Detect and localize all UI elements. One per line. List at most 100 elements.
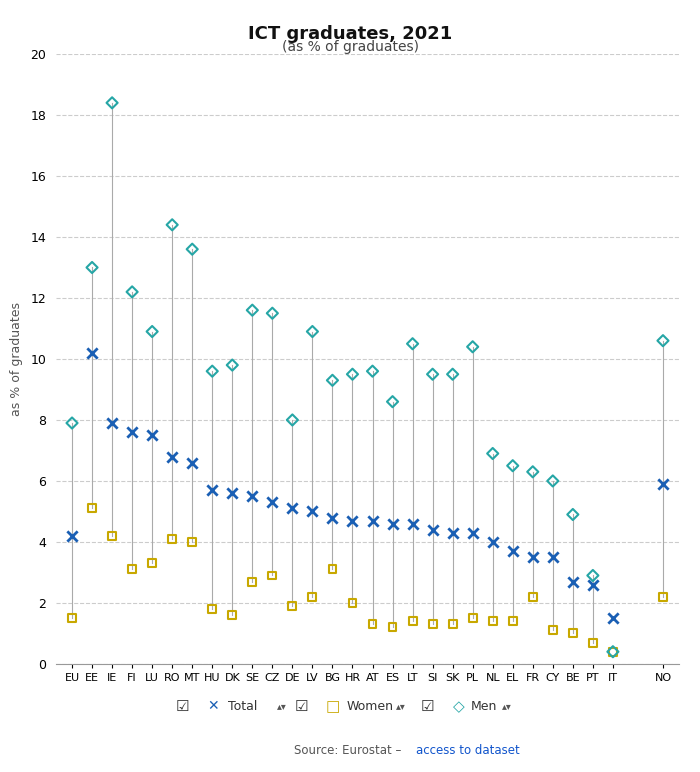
- Point: [587, 636, 598, 648]
- Point: [347, 514, 358, 527]
- Point: [487, 615, 498, 628]
- Point: [507, 615, 518, 628]
- Point: [106, 530, 118, 542]
- Text: ▴▾: ▴▾: [395, 702, 405, 711]
- Point: [487, 447, 498, 459]
- Point: [167, 450, 178, 462]
- Point: [246, 490, 258, 503]
- Point: [347, 597, 358, 609]
- Text: ◇: ◇: [453, 699, 464, 714]
- Point: [167, 533, 178, 545]
- Text: Total: Total: [228, 700, 257, 713]
- Point: [267, 496, 278, 509]
- Point: [567, 627, 578, 639]
- Point: [467, 340, 478, 353]
- Point: [287, 414, 298, 426]
- Point: [427, 618, 438, 631]
- Point: [427, 368, 438, 381]
- Point: [547, 625, 559, 637]
- Y-axis label: as % of graduates: as % of graduates: [10, 302, 24, 416]
- Text: Men: Men: [471, 700, 498, 713]
- Point: [447, 368, 458, 381]
- Text: ✕: ✕: [208, 699, 219, 713]
- Point: [307, 505, 318, 517]
- Point: [246, 575, 258, 587]
- Point: [507, 545, 518, 557]
- Point: [106, 96, 118, 109]
- Point: [227, 359, 238, 371]
- Text: ☑: ☑: [175, 699, 189, 714]
- Point: [567, 508, 578, 520]
- Point: [106, 417, 118, 429]
- Point: [287, 503, 298, 515]
- Point: [307, 591, 318, 603]
- Point: [367, 514, 378, 527]
- Text: ICT graduates, 2021: ICT graduates, 2021: [248, 25, 452, 42]
- Text: ▴▾: ▴▾: [502, 702, 512, 711]
- Point: [527, 466, 538, 478]
- Point: [87, 261, 98, 273]
- Point: [427, 523, 438, 536]
- Point: [447, 527, 458, 539]
- Point: [66, 612, 78, 625]
- Point: [487, 536, 498, 548]
- Point: [267, 569, 278, 581]
- Point: [87, 347, 98, 359]
- Point: [347, 368, 358, 381]
- Text: ☑: ☑: [420, 699, 434, 714]
- Point: [407, 517, 418, 530]
- Point: [267, 307, 278, 320]
- Point: [547, 551, 559, 564]
- Point: [206, 484, 218, 496]
- Point: [608, 645, 619, 658]
- Point: [66, 417, 78, 429]
- Text: Source: Eurostat –: Source: Eurostat –: [295, 744, 405, 757]
- Point: [146, 429, 158, 442]
- Point: [327, 564, 338, 576]
- Point: [327, 511, 338, 523]
- Point: [387, 395, 398, 408]
- Point: [447, 618, 458, 631]
- Point: [657, 591, 668, 603]
- Point: [127, 564, 138, 576]
- Point: [167, 218, 178, 231]
- Point: [608, 645, 619, 658]
- Point: [567, 575, 578, 587]
- Text: ▴▾: ▴▾: [276, 702, 286, 711]
- Point: [287, 600, 298, 612]
- Point: [66, 530, 78, 542]
- Point: [206, 365, 218, 378]
- Point: [246, 304, 258, 317]
- Point: [387, 621, 398, 634]
- Point: [146, 325, 158, 337]
- Text: ☑: ☑: [294, 699, 308, 714]
- Point: [87, 503, 98, 515]
- Point: [187, 456, 198, 469]
- Point: [327, 374, 338, 387]
- Text: □: □: [326, 699, 340, 714]
- Point: [467, 527, 478, 539]
- Point: [608, 612, 619, 625]
- Point: [407, 615, 418, 628]
- Point: [527, 551, 538, 564]
- Point: [587, 578, 598, 591]
- Point: [657, 334, 668, 347]
- Point: [227, 609, 238, 621]
- Point: [187, 536, 198, 548]
- Point: [547, 475, 559, 487]
- Text: access to dataset: access to dataset: [416, 744, 520, 757]
- Point: [657, 478, 668, 490]
- Point: [527, 591, 538, 603]
- Point: [127, 286, 138, 298]
- Point: [407, 337, 418, 350]
- Point: [367, 365, 378, 378]
- Point: [187, 243, 198, 256]
- Point: [206, 603, 218, 615]
- Point: [387, 517, 398, 530]
- Point: [127, 426, 138, 438]
- Point: [227, 487, 238, 499]
- Point: [367, 618, 378, 631]
- Point: [307, 325, 318, 337]
- Text: (as % of graduates): (as % of graduates): [281, 40, 419, 54]
- Point: [467, 612, 478, 625]
